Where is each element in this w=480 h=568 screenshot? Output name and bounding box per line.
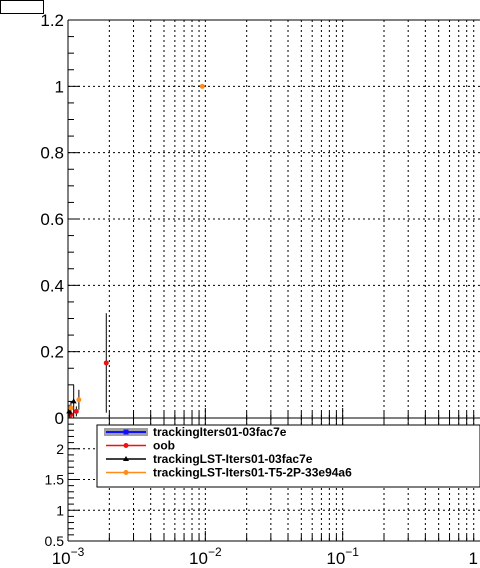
legend-label: trackingIters01-03fac7e <box>153 425 287 439</box>
legend-label: oob <box>153 439 175 453</box>
data-point <box>73 408 79 414</box>
data-point <box>70 398 77 404</box>
data-point <box>103 360 109 366</box>
legend-entry: trackingLST-Iters01-03fac7e <box>106 452 313 466</box>
top-y-tick-label: 0 <box>55 409 64 428</box>
legend-marker <box>123 456 129 461</box>
legend: trackingIters01-03fac7eoobtrackingLST-It… <box>96 424 480 488</box>
data-point <box>199 83 205 89</box>
top-y-tick-label: 0.4 <box>40 276 64 295</box>
data-point <box>68 405 74 411</box>
x-tick-label: 1 <box>469 549 478 568</box>
bottom-y-tick-label: 2 <box>56 441 64 457</box>
top-y-tick-label: 1.2 <box>40 11 64 30</box>
legend-box <box>96 424 480 488</box>
legend-marker <box>123 470 129 475</box>
top-y-tick-label: 0.2 <box>40 343 64 362</box>
legend-label: trackingLST-Iters01-03fac7e <box>153 452 313 466</box>
data-point <box>76 397 82 403</box>
legend-entry: trackingLST-Iters01-T5-2P-33e94a6 <box>106 466 352 480</box>
legend-label: trackingLST-Iters01-T5-2P-33e94a6 <box>153 466 352 480</box>
x-tick-label: 10−3 <box>52 545 85 568</box>
legend-entry: trackingIters01-03fac7e <box>104 425 287 439</box>
x-tick-label: 10−1 <box>326 545 359 568</box>
series-3 <box>68 83 205 415</box>
stats-box <box>0 0 44 14</box>
top-y-tick-label: 0.6 <box>40 210 64 229</box>
bottom-y-tick-label: 1.5 <box>45 472 65 488</box>
top-y-tick-label: 1 <box>55 77 64 96</box>
bottom-y-tick-label: 0.5 <box>45 533 65 549</box>
top-y-tick-label: 0.8 <box>40 144 64 163</box>
legend-entry: oob <box>106 439 175 453</box>
legend-marker <box>123 429 129 435</box>
legend-marker <box>123 443 129 448</box>
x-tick-label: 10−2 <box>189 545 222 568</box>
bottom-y-tick-label: 1 <box>56 502 64 518</box>
